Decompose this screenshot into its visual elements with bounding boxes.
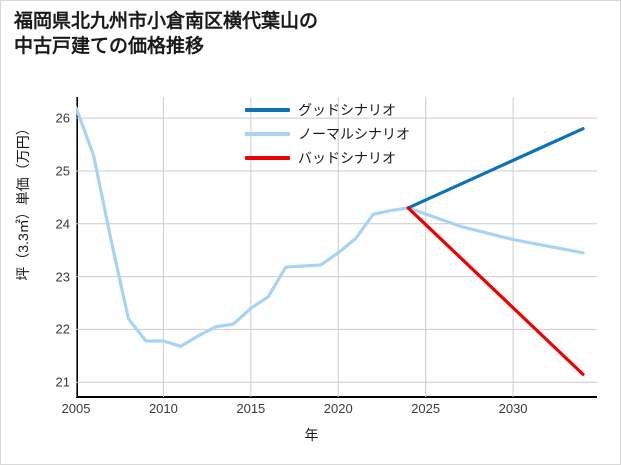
- x-axis-label: 年: [304, 427, 319, 443]
- plot-area: [76, 97, 597, 397]
- y-tick-label: 24: [55, 216, 70, 232]
- x-tick-label: 2025: [411, 401, 441, 416]
- legend-item[interactable]: ノーマルシナリオ: [245, 122, 465, 146]
- legend-label: グッドシナリオ: [298, 102, 396, 118]
- plot-svg: [76, 97, 597, 397]
- y-axis-line: [76, 97, 78, 397]
- y-tick-label: 26: [55, 110, 70, 126]
- y-axis-label: 坪（3.3㎡）単価（万円）: [15, 121, 31, 281]
- y-tick-label: 23: [55, 269, 70, 285]
- legend-color-swatch: [245, 132, 290, 136]
- x-tick-label: 2030: [498, 401, 528, 416]
- legend-item[interactable]: バッドシナリオ: [245, 146, 465, 170]
- y-tick-label: 22: [55, 321, 70, 337]
- x-tick-label: 2015: [236, 401, 266, 416]
- x-tick-label: 2005: [61, 401, 91, 416]
- legend-item[interactable]: グッドシナリオ: [245, 98, 465, 122]
- legend-label: ノーマルシナリオ: [298, 126, 410, 142]
- series-line: [406, 127, 585, 210]
- legend-color-swatch: [245, 108, 290, 112]
- data-series-group: [76, 105, 585, 376]
- x-tick-label: 2020: [323, 401, 353, 416]
- x-tick-label: 2010: [148, 401, 178, 416]
- y-tick-label: 21: [55, 374, 70, 390]
- page-title: 福岡県北九州市小倉南区横代葉山の 中古戸建ての価格推移: [14, 11, 319, 57]
- chart-legend: グッドシナリオ ノーマルシナリオ バッドシナリオ: [245, 98, 465, 170]
- x-axis-line: [76, 396, 597, 398]
- y-axis-tick-labels: 21 22 23 24 25 26: [4, 1, 70, 464]
- y-tick-label: 25: [55, 163, 70, 179]
- series-line: [76, 105, 585, 348]
- gridlines: [76, 97, 597, 397]
- series-line: [406, 206, 585, 376]
- legend-label: バッドシナリオ: [298, 150, 396, 166]
- legend-color-swatch: [245, 156, 290, 160]
